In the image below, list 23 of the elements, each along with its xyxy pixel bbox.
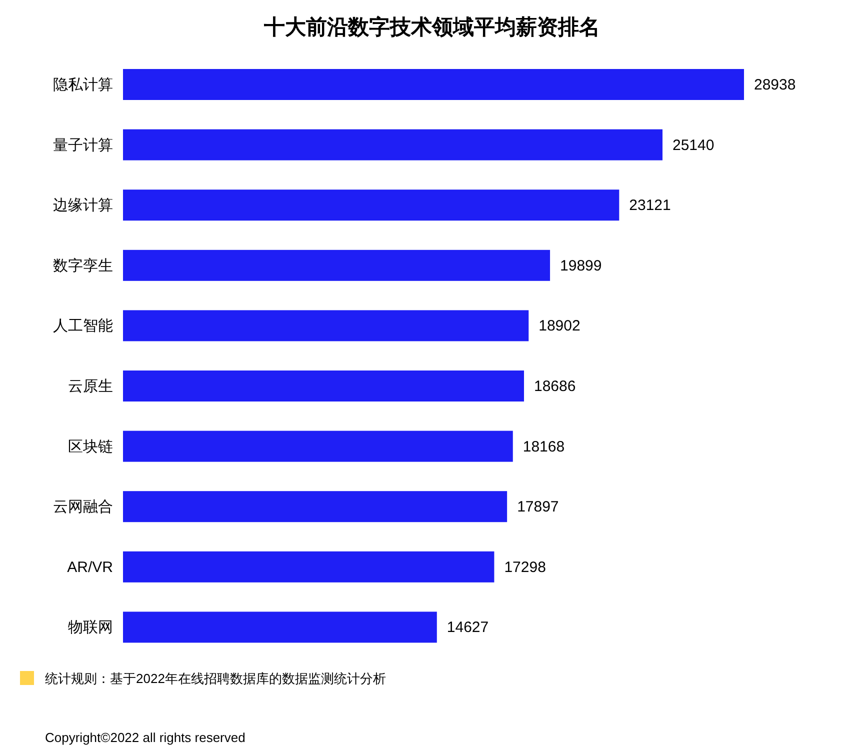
y-tick-label: 量子计算 [53, 136, 113, 154]
y-tick-label: 人工智能 [53, 318, 113, 335]
data-label: 19899 [560, 257, 602, 274]
data-label: 18168 [522, 438, 565, 456]
y-tick-label: 边缘计算 [53, 197, 113, 214]
y-tick-label: 隐私计算 [53, 76, 113, 94]
y-tick-label: 数字孪生 [53, 257, 113, 274]
y-tick-label: AR/VR [67, 558, 114, 576]
data-label: 18902 [538, 318, 580, 335]
title: 十大前沿数字技术领域平均薪资排名 [264, 16, 600, 39]
data-label: 23121 [629, 197, 671, 214]
y-tick-label: 云原生 [68, 378, 113, 395]
y-tick-label: 物联网 [68, 619, 113, 636]
data-label: 25140 [672, 136, 714, 154]
y-tick-label: 云网融合 [53, 498, 113, 516]
data-label: 28938 [754, 76, 796, 94]
text: 统计规则：基于2022年在线招聘数据库的数据监测统计分析 [45, 671, 386, 686]
data-label: 14627 [446, 619, 489, 636]
text: Copyright©2022 all rights reserved [45, 730, 246, 745]
data-label: 18686 [534, 378, 576, 395]
data-label: 17298 [504, 558, 546, 576]
data-label: 17897 [517, 498, 559, 516]
y-tick-label: 区块链 [68, 438, 113, 456]
